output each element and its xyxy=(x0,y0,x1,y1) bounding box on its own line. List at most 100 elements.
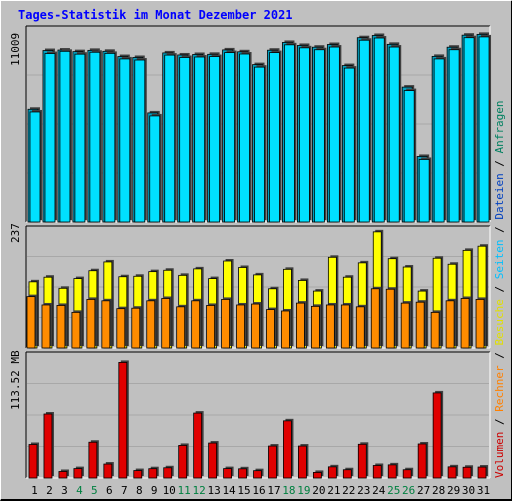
bar-rechner xyxy=(191,300,201,349)
bar-rechner xyxy=(266,309,275,349)
bar-volumen xyxy=(402,469,412,479)
bar-rechner xyxy=(385,288,395,349)
bar-rechner xyxy=(176,306,186,349)
bar-rechner xyxy=(221,299,230,349)
bar-rechner xyxy=(131,307,141,349)
bar-dateien xyxy=(209,56,221,223)
bar-volumen xyxy=(238,468,247,479)
bar-dateien xyxy=(224,52,235,223)
bar-dateien xyxy=(343,67,355,223)
bar-rechner xyxy=(370,288,380,349)
x-tick-label: 15 xyxy=(237,484,250,497)
x-tick-label: 30 xyxy=(462,484,475,497)
bar-volumen xyxy=(387,464,397,479)
x-tick-label: 1 xyxy=(31,484,38,497)
bar-volumen xyxy=(298,445,307,479)
x-tick-label: 9 xyxy=(151,484,158,497)
bar-volumen xyxy=(417,443,427,479)
bar-volumen xyxy=(193,412,203,479)
bar-volumen xyxy=(58,471,68,479)
x-tick-label: 25 xyxy=(387,484,400,497)
bar-dateien xyxy=(194,56,206,223)
bar-dateien xyxy=(239,53,250,223)
bar-rechner xyxy=(325,304,335,349)
x-tick-label: 31 xyxy=(477,484,490,497)
bar-rechner xyxy=(56,305,66,349)
x-tick-label: 28 xyxy=(432,484,445,497)
bar-volumen xyxy=(253,470,262,479)
x-tick-label: 20 xyxy=(312,484,325,497)
x-tick-label: 23 xyxy=(357,484,370,497)
bar-volumen xyxy=(88,441,98,479)
bar-dateien xyxy=(44,53,56,223)
bar-dateien xyxy=(104,52,116,223)
bar-rechner xyxy=(430,311,440,349)
bar-dateien xyxy=(418,159,430,223)
bar-rechner xyxy=(146,300,156,349)
bar-dateien xyxy=(328,46,340,223)
bar-rechner xyxy=(355,306,365,349)
x-tick-label: 29 xyxy=(447,484,460,497)
x-tick-label: 21 xyxy=(327,484,340,497)
x-tick-label: 13 xyxy=(207,484,220,497)
bar-volumen xyxy=(133,470,143,479)
bar-dateien xyxy=(29,111,41,223)
bar-rechner xyxy=(400,302,410,349)
bar-dateien xyxy=(149,115,161,223)
x-tick-label: 2 xyxy=(46,484,53,497)
bar-volumen xyxy=(283,420,292,479)
bar-dateien xyxy=(373,37,385,223)
x-tick-label: 6 xyxy=(106,484,113,497)
bar-rechner xyxy=(86,299,96,349)
bar-dateien xyxy=(433,58,445,223)
bar-rechner xyxy=(101,300,111,349)
bar-rechner xyxy=(281,310,290,349)
bar-rechner xyxy=(161,298,171,349)
bar-volumen xyxy=(103,463,113,479)
bar-dateien xyxy=(403,90,415,223)
bar-volumen xyxy=(327,466,337,479)
bar-dateien xyxy=(59,50,71,223)
x-tick-label: 22 xyxy=(342,484,355,497)
bar-dateien xyxy=(164,54,176,223)
bar-dateien xyxy=(89,51,101,223)
bar-rechner xyxy=(71,311,81,349)
bar-volumen xyxy=(223,468,232,479)
bar-dateien xyxy=(119,58,131,223)
bar-volumen xyxy=(163,467,173,479)
bar-volumen xyxy=(312,472,322,479)
x-tick-label: 8 xyxy=(136,484,143,497)
x-tick-label: 3 xyxy=(61,484,68,497)
bar-dateien xyxy=(478,36,490,223)
x-tick-label: 19 xyxy=(297,484,310,497)
bar-volumen xyxy=(447,466,457,479)
bar-rechner xyxy=(116,308,126,349)
bar-dateien xyxy=(134,59,146,223)
bar-rechner xyxy=(445,300,455,349)
bar-rechner xyxy=(26,296,36,349)
bar-volumen xyxy=(148,468,158,479)
bar-volumen xyxy=(28,444,38,479)
x-tick-label: 18 xyxy=(282,484,295,497)
chart-title: Tages-Statistik im Monat Dezember 2021 xyxy=(18,8,293,22)
bar-volumen xyxy=(477,466,487,479)
bar-volumen xyxy=(372,465,382,479)
bar-dateien xyxy=(254,66,265,223)
x-tick-label: 24 xyxy=(372,484,386,497)
bar-dateien xyxy=(448,49,460,223)
x-tick-label: 12 xyxy=(193,484,206,497)
bar-rechner xyxy=(340,304,350,349)
bar-volumen xyxy=(73,468,83,479)
bar-volumen xyxy=(342,469,352,479)
x-tick-label: 10 xyxy=(163,484,176,497)
x-tick-label: 26 xyxy=(402,484,415,497)
bar-rechner xyxy=(296,302,305,349)
bar-rechner xyxy=(236,304,245,349)
bar-dateien xyxy=(284,44,295,223)
bar-dateien xyxy=(388,46,400,223)
x-tick-label: 27 xyxy=(417,484,430,497)
bar-volumen xyxy=(178,445,188,479)
bar-volumen xyxy=(118,362,128,479)
bar-volumen xyxy=(43,413,53,479)
